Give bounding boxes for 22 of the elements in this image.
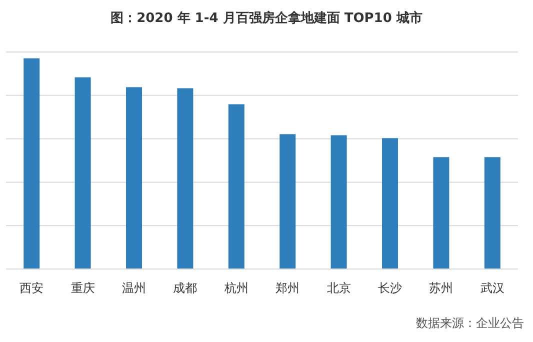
x-tick-label: 北京 [326,281,351,295]
bar [330,135,347,269]
bar [24,58,40,269]
x-tick-label: 成都 [173,281,198,295]
x-tick-label: 重庆 [70,281,95,295]
bar [177,88,194,269]
x-tick-label: 长沙 [378,281,402,295]
bar [382,138,398,269]
bar [126,87,142,269]
bar [484,157,500,269]
x-tick-label: 苏州 [429,281,454,295]
x-tick-label: 西安 [20,281,44,295]
x-tick-label: 杭州 [223,281,248,295]
x-tick-label: 郑州 [276,281,300,295]
x-tick-label: 武汉 [480,281,504,295]
bar [433,157,450,269]
x-tick-label: 温州 [122,281,146,295]
bar [228,104,244,269]
bar [74,77,91,269]
bar [280,134,296,269]
chart-title: 图：2020 年 1-4 月百强房企拿地建面 TOP10 城市 [110,10,422,26]
source-note: 数据来源：企业公告 [416,316,524,330]
